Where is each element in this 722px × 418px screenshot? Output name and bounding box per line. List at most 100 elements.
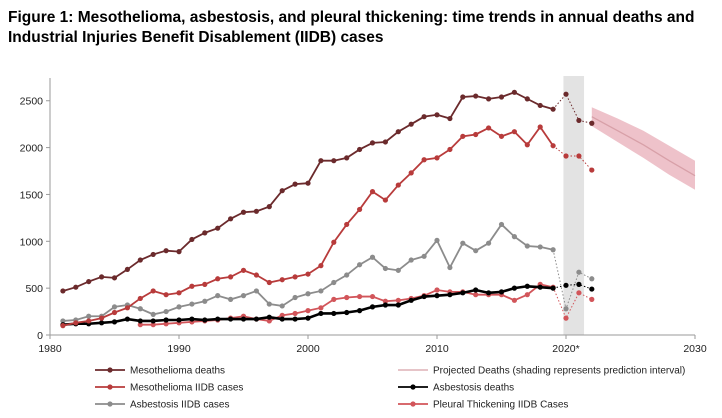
asb_iidb-point: [511, 234, 517, 240]
meso_iidb-extra-point: [589, 167, 595, 173]
asb_deaths-point: [434, 293, 440, 299]
asb_deaths-point: [163, 317, 169, 323]
pleural_iidb-point: [344, 294, 350, 301]
asb_iidb-point: [60, 318, 66, 324]
asb_iidb-extra-point: [563, 306, 569, 312]
pleural_iidb-point: [524, 292, 530, 298]
asb_deaths-point: [486, 290, 492, 296]
meso_iidb-point: [421, 157, 427, 163]
asb_iidb-point: [382, 265, 388, 272]
pleural_iidb-point: [511, 297, 517, 303]
meso_iidb-point: [305, 271, 311, 277]
meso_iidb-point: [408, 170, 414, 176]
pleural_iidb-extra-point: [563, 315, 569, 321]
meso_iidb-point: [150, 288, 156, 294]
meso_deaths-point: [537, 102, 543, 109]
meso_deaths-point: [524, 96, 530, 102]
asb_iidb-point: [86, 313, 92, 319]
legend-label-pleural_iidb: Pleural Thickening IIDB Cases: [433, 400, 568, 411]
asb_iidb-point: [434, 237, 440, 243]
y-tick-label: 2500: [20, 96, 44, 108]
asb_iidb-point: [537, 244, 543, 250]
asb_iidb-point: [421, 253, 427, 259]
meso_iidb-point: [292, 274, 298, 280]
meso_iidb-point: [137, 295, 143, 302]
pleural_iidb-point: [279, 312, 285, 318]
asb_iidb-point: [305, 291, 311, 297]
y-tick-label: 0: [37, 330, 43, 342]
asb_deaths-point: [176, 317, 182, 323]
meso_iidb-point: [460, 133, 466, 139]
asb_deaths-extra-point: [576, 281, 582, 287]
y-tick-label: 1000: [20, 236, 44, 248]
meso_deaths-point: [318, 158, 324, 164]
meso_iidb-extra-point: [576, 153, 582, 159]
pleural_iidb-point: [163, 321, 169, 327]
meso_iidb-point: [537, 124, 543, 130]
y-tick-label: 1500: [20, 189, 44, 201]
asb_deaths-point: [357, 308, 363, 314]
meso_iidb-point: [331, 239, 337, 245]
pleural_iidb-point: [305, 308, 311, 314]
meso_iidb-point: [524, 142, 530, 148]
meso_deaths-point: [137, 257, 143, 263]
meso_deaths-extra-point: [576, 117, 582, 124]
meso_iidb-point: [73, 320, 79, 326]
meso_iidb-dotted-line: [552, 145, 593, 171]
asb_deaths-point: [369, 304, 376, 310]
legend-label-meso_deaths: Mesothelioma deaths: [130, 366, 225, 377]
meso_deaths-point: [266, 204, 272, 210]
meso_deaths-point: [228, 216, 234, 222]
meso_deaths-point: [382, 139, 388, 145]
meso_iidb-point: [511, 129, 517, 135]
asb_iidb-point: [498, 221, 505, 228]
asb_deaths-point: [382, 302, 388, 308]
series-layer: [60, 89, 696, 329]
asb_iidb-extra-point: [576, 269, 582, 275]
meso_deaths-point: [99, 274, 105, 280]
meso_deaths-point: [150, 251, 156, 258]
meso_deaths-point: [408, 121, 414, 127]
meso_deaths-extra-point: [589, 120, 595, 126]
asb_deaths-point: [253, 316, 259, 322]
meso_iidb-point: [240, 267, 247, 273]
meso_deaths-point: [357, 146, 363, 153]
figure-title: Figure 1: Mesothelioma, asbestosis, and …: [8, 9, 695, 46]
meso_deaths-point: [292, 181, 298, 187]
meso_deaths-point: [202, 230, 208, 236]
meso_deaths-point: [305, 180, 311, 186]
meso_iidb-point: [60, 323, 66, 329]
asb_deaths-point: [421, 293, 427, 300]
meso_deaths-point: [253, 208, 259, 214]
meso_deaths-point: [421, 114, 427, 120]
asb_iidb-point: [137, 306, 143, 312]
meso_iidb-point: [344, 221, 350, 228]
asb_iidb-point: [240, 293, 247, 299]
asb_iidb-point: [331, 279, 337, 286]
projection-line: [591, 116, 696, 177]
meso_deaths-point: [447, 115, 453, 122]
meso_deaths-point: [73, 284, 79, 290]
pleural_iidb-point: [434, 287, 440, 293]
asb_deaths-point: [408, 297, 414, 303]
pleural_iidb-point: [137, 322, 143, 328]
asb_iidb-point: [550, 247, 556, 253]
meso_deaths-point: [189, 236, 195, 243]
asb_iidb-point: [524, 243, 530, 249]
asb_deaths-point: [215, 316, 221, 322]
asb_deaths-point: [524, 283, 530, 289]
legend-marker-meso_iidb: [107, 384, 113, 390]
meso_iidb-point: [498, 133, 505, 139]
legend-marker-asb_deaths: [410, 384, 416, 390]
asb_deaths-point: [498, 289, 505, 295]
meso_iidb-point: [447, 146, 453, 153]
x-tick-label: 2000: [296, 343, 320, 355]
meso_iidb-point: [176, 290, 182, 296]
asb_iidb-point: [292, 294, 298, 301]
asb_deaths-point: [99, 320, 105, 326]
meso_iidb-point: [550, 143, 556, 149]
axes: 0 500 1000 1500 2000 2500 1980 1990 2000 2010 2020…: [20, 78, 707, 355]
meso_deaths-point: [395, 129, 401, 135]
meso_iidb-extra-point: [563, 153, 569, 159]
meso_deaths-point: [331, 158, 337, 164]
